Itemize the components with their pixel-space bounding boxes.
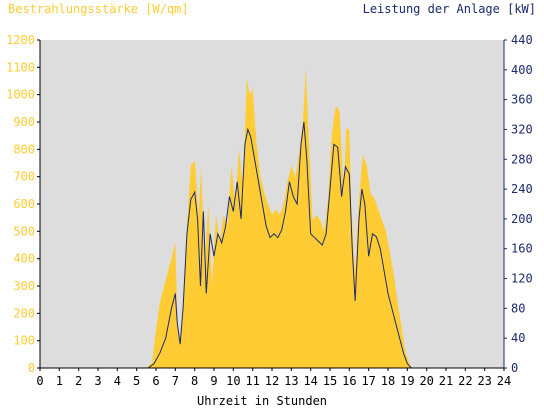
x-tick-label: 13 — [284, 374, 298, 388]
y-left-tick-label: 600 — [13, 197, 35, 211]
x-tick-label: 18 — [381, 374, 395, 388]
x-tick-label: 9 — [210, 374, 217, 388]
y-right-tick-label: 400 — [511, 63, 533, 77]
y-right-tick-label: 240 — [511, 182, 533, 196]
y-right-tick-label: 440 — [511, 33, 533, 47]
power-line — [40, 121, 504, 369]
y-left-tick-label: 700 — [13, 170, 35, 184]
x-tick-label: 21 — [439, 374, 453, 388]
y-right-tick-label: 360 — [511, 93, 533, 107]
x-tick-label: 3 — [94, 374, 101, 388]
title-right: Leistung der Anlage [kW] — [363, 2, 536, 16]
y-left-tick-label: 200 — [13, 306, 35, 320]
x-tick-label: 10 — [226, 374, 240, 388]
x-tick-label: 6 — [152, 374, 159, 388]
x-tick-label: 2 — [75, 374, 82, 388]
x-tick-label: 11 — [245, 374, 259, 388]
y-right-tick-label: 120 — [511, 272, 533, 286]
y-left-tick-label: 1200 — [6, 33, 35, 47]
x-axis-label: Uhrzeit in Stunden — [197, 394, 327, 408]
y-left-tick-label: 0 — [28, 361, 35, 375]
x-tick-label: 4 — [114, 374, 121, 388]
x-tick-label: 14 — [303, 374, 317, 388]
x-tick-label: 15 — [323, 374, 337, 388]
y-right-tick-label: 160 — [511, 242, 533, 256]
x-tick-label: 8 — [191, 374, 198, 388]
y-left-tick-label: 900 — [13, 115, 35, 129]
y-right-tick-label: 320 — [511, 122, 533, 136]
series-layer — [40, 67, 504, 369]
y-left-tick-label: 400 — [13, 252, 35, 266]
y-left-tick-label: 1000 — [6, 88, 35, 102]
x-tick-label: 0 — [36, 374, 43, 388]
y-right-tick-label: 280 — [511, 152, 533, 166]
x-tick-label: 5 — [133, 374, 140, 388]
x-tick-label: 20 — [419, 374, 433, 388]
y-left-tick-label: 100 — [13, 334, 35, 348]
x-tick-label: 7 — [172, 374, 179, 388]
axes-layer: 0100200300400500600700800900100011001200… — [6, 33, 533, 388]
x-tick-label: 17 — [361, 374, 375, 388]
y-right-tick-label: 0 — [511, 361, 518, 375]
y-left-tick-label: 500 — [13, 224, 35, 238]
x-tick-label: 24 — [497, 374, 511, 388]
y-right-tick-label: 80 — [511, 301, 525, 315]
x-tick-label: 23 — [477, 374, 491, 388]
title-left: Bestrahlungsstärke [W/qm] — [8, 2, 189, 16]
y-left-tick-label: 300 — [13, 279, 35, 293]
y-left-tick-label: 800 — [13, 142, 35, 156]
y-right-tick-label: 40 — [511, 331, 525, 345]
x-tick-label: 1 — [56, 374, 63, 388]
x-tick-label: 19 — [400, 374, 414, 388]
x-tick-label: 16 — [342, 374, 356, 388]
y-right-tick-label: 200 — [511, 212, 533, 226]
y-left-tick-label: 1100 — [6, 60, 35, 74]
x-tick-label: 12 — [265, 374, 279, 388]
x-tick-label: 22 — [458, 374, 472, 388]
